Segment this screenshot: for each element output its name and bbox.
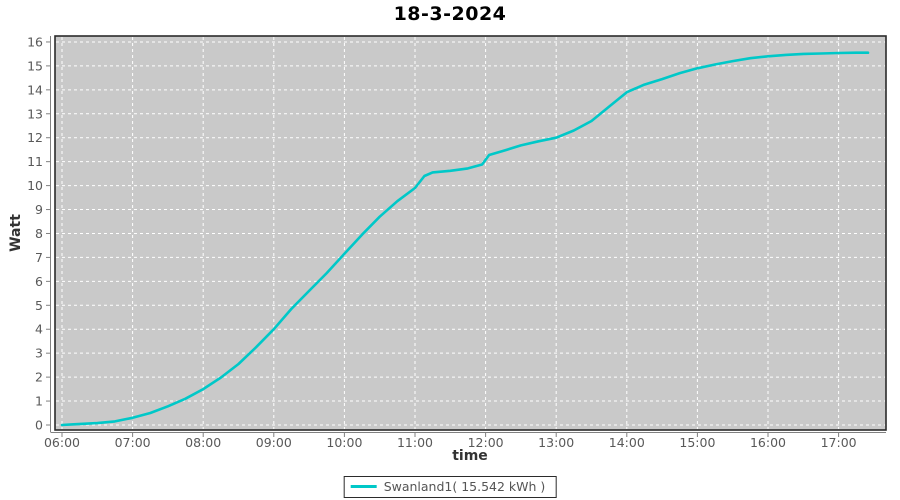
x-tick-label: 06:00 <box>44 435 80 450</box>
y-tick-label: 0 <box>35 418 43 433</box>
legend-line-swatch <box>350 485 377 488</box>
x-tick-label: 13:00 <box>538 435 574 450</box>
y-tick-label: 11 <box>27 154 43 169</box>
x-tick-label: 15:00 <box>679 435 715 450</box>
x-tick-label: 07:00 <box>115 435 151 450</box>
y-tick-label: 8 <box>35 226 43 241</box>
y-tick-label: 16 <box>27 34 43 49</box>
y-tick-label: 3 <box>35 346 43 361</box>
y-tick-label: 5 <box>35 298 43 313</box>
y-tick-label: 13 <box>27 106 43 121</box>
chart-title: 18-3-2024 <box>393 3 507 25</box>
x-tick-label: 12:00 <box>468 435 504 450</box>
x-tick-label: 08:00 <box>185 435 221 450</box>
y-tick-label: 10 <box>27 178 43 193</box>
y-tick-label: 9 <box>35 202 43 217</box>
x-axis-title: time <box>452 448 488 464</box>
y-tick-label: 12 <box>27 130 43 145</box>
y-tick-label: 15 <box>27 58 43 73</box>
plot-border <box>54 35 887 431</box>
y-tick-label: 2 <box>35 370 43 385</box>
series-line <box>60 51 870 427</box>
x-tick-label: 16:00 <box>750 435 786 450</box>
x-tick-label: 14:00 <box>609 435 645 450</box>
legend-series-label: Swanland1( 15.542 kWh ) <box>383 479 546 494</box>
x-tick-label: 17:00 <box>821 435 857 450</box>
y-axis-title: Watt <box>8 214 24 252</box>
x-tick-label: 11:00 <box>397 435 433 450</box>
x-tick-label: 10:00 <box>326 435 362 450</box>
gridlines <box>56 37 885 429</box>
y-tick-label: 7 <box>35 250 43 265</box>
y-tick-label: 14 <box>27 82 43 97</box>
y-tick-label: 4 <box>35 322 43 337</box>
axis-lines <box>46 36 886 437</box>
y-tick-label: 1 <box>35 394 43 409</box>
y-tick-label: 6 <box>35 274 43 289</box>
x-tick-label: 09:00 <box>256 435 292 450</box>
legend: Swanland1( 15.542 kWh ) <box>343 476 557 498</box>
